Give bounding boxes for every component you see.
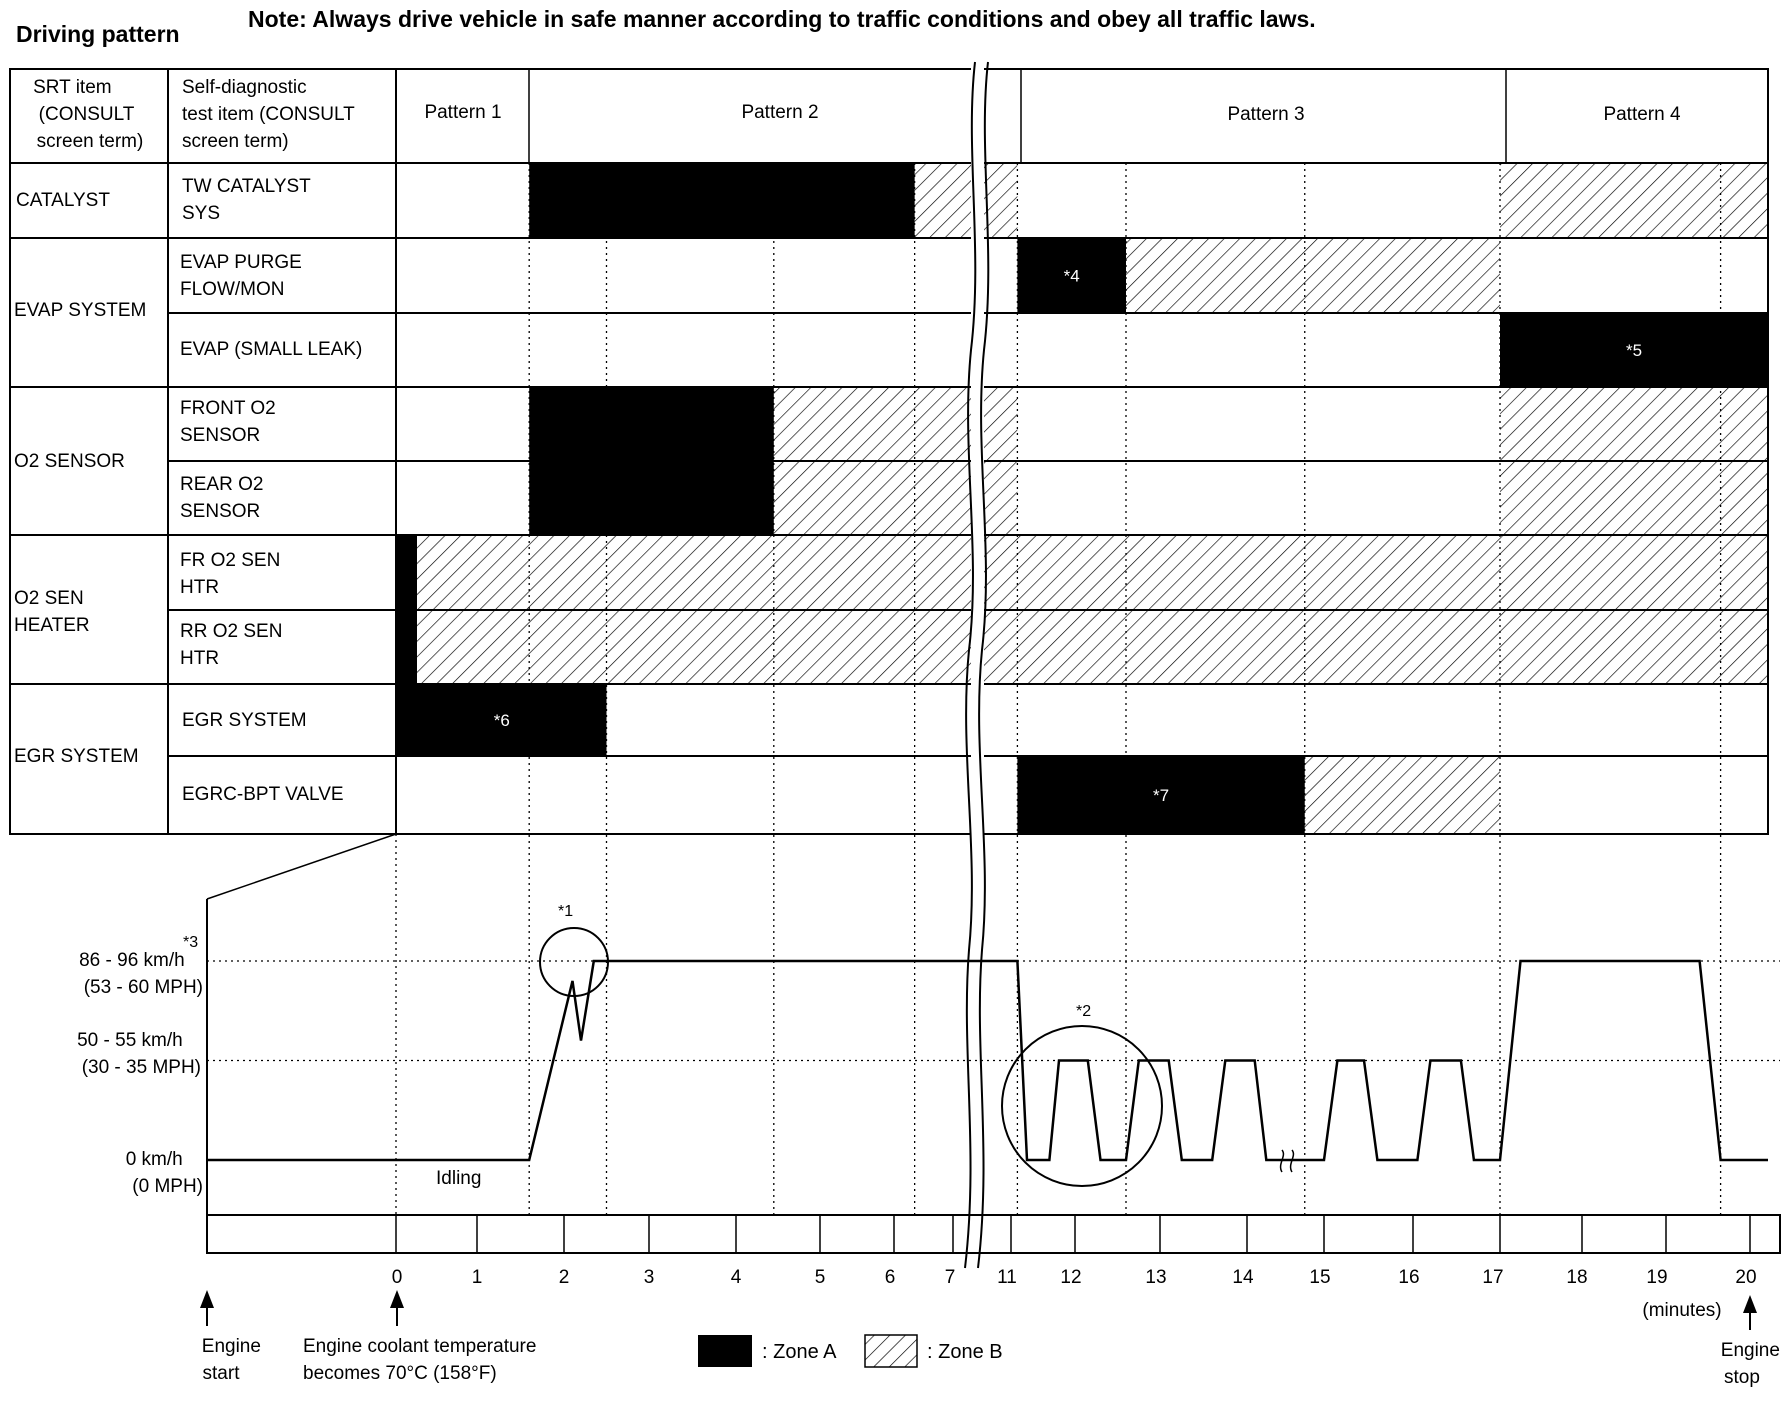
zone-b-block-15 (417, 610, 1768, 684)
zone-b-block-4 (1126, 238, 1500, 313)
engine-start-label: Engine start (202, 1336, 266, 1384)
table-grid (9, 68, 1769, 835)
speed-label-zero: 0 km/h (0 MPH) (126, 1149, 203, 1197)
pattern-3-header: Pattern 3 (1227, 104, 1304, 125)
time-unit-label: (minutes) (1642, 1300, 1721, 1321)
legend-zone-b-swatch (864, 1334, 918, 1368)
time-tick-label: 1 (472, 1267, 483, 1288)
engine-start-marker: Engine start (200, 1290, 266, 1384)
time-tick-label: 14 (1232, 1267, 1254, 1288)
time-tick-label: 15 (1309, 1267, 1330, 1288)
zone-label: *5 (1626, 341, 1642, 360)
time-tick-labels: 0 1 2 3 4 5 6 7 11 12 13 14 15 16 17 18 19 20 (392, 1267, 1757, 1288)
time-tick-label: 6 (885, 1267, 896, 1288)
srt-item-column: CATALYST EVAP SYSTEM O2 SENSOR O2 SEN HE… (14, 190, 146, 767)
zone-a-block-12 (397, 535, 417, 610)
zone-a-block-17 (1017, 756, 1305, 834)
time-tick-label: 4 (731, 1267, 742, 1288)
legend: : Zone A : Zone B (698, 1334, 1003, 1368)
zone-b-block-18 (1304, 756, 1500, 834)
time-bar (206, 1214, 1781, 1254)
engine-stop-label: Engine stop (1721, 1340, 1785, 1388)
zone-label: *6 (494, 711, 510, 730)
speed-label-mid: 50 - 55 km/h (30 - 35 MPH) (77, 1030, 201, 1078)
pattern-1-header: Pattern 1 (424, 102, 501, 123)
time-tick-label: 18 (1566, 1267, 1587, 1288)
speed-axis-labels: 86 - 96 km/h (53 - 60 MPH) 50 - 55 km/h … (77, 950, 203, 1197)
annotation-star-3: *3 (183, 934, 198, 951)
test-fr-o2-sen-htr: FR O2 SEN HTR (180, 550, 286, 598)
test-rear-o2-sensor: REAR O2 SENSOR (180, 474, 269, 522)
pattern-4-header: Pattern 4 (1603, 104, 1681, 125)
coolant-label: Engine coolant temperature becomes 70°C … (303, 1336, 542, 1384)
test-evap-purge-flow-mon: EVAP PURGE FLOW/MON (180, 252, 307, 300)
test-egrc-bpt-valve: EGRC-BPT VALVE (182, 784, 344, 805)
time-tick-label: 16 (1398, 1267, 1419, 1288)
time-tick-label: 2 (559, 1267, 570, 1288)
test-egr-system: EGR SYSTEM (182, 710, 307, 731)
break-line-right (977, 61, 990, 1269)
safety-note: Note: Always drive vehicle in safe manne… (248, 6, 1316, 32)
time-tick-label: 11 (997, 1267, 1017, 1288)
table-header: SRT item (CONSULT screen term) Self-diag… (33, 77, 1681, 152)
annotation-star-1: *1 (558, 903, 573, 920)
diagram-title: Driving pattern (16, 21, 180, 47)
time-tick-label: 20 (1735, 1267, 1756, 1288)
time-tick-label: 17 (1482, 1267, 1503, 1288)
zone-b-block-11 (1500, 461, 1768, 535)
zone-a-block-0 (529, 163, 915, 238)
srt-o2-sensor: O2 SENSOR (14, 451, 125, 472)
zone-b-block-13 (417, 535, 1768, 610)
srt-evap-system: EVAP SYSTEM (14, 300, 146, 321)
zone-b-block-2 (1500, 163, 1768, 238)
time-tick-label: 19 (1646, 1267, 1667, 1288)
zone-label: *4 (1064, 267, 1080, 286)
speed-profile-line (207, 959, 1768, 1162)
break-line-left (964, 61, 977, 1269)
srt-catalyst: CATALYST (16, 190, 110, 211)
srt-egr-system: EGR SYSTEM (14, 746, 139, 767)
zone-a-block-6 (529, 387, 774, 461)
profile-break-mark (1279, 1149, 1295, 1173)
annotation-circle-1 (539, 927, 609, 997)
zone-a-block-5 (1500, 313, 1768, 387)
time-tick-label: 7 (945, 1267, 956, 1288)
test-front-o2-sensor: FRONT O2 SENSOR (180, 398, 281, 446)
time-tick-label: 0 (392, 1267, 403, 1288)
engine-stop-marker: Engine stop (1721, 1295, 1785, 1388)
coolant-marker: Engine coolant temperature becomes 70°C … (303, 1290, 542, 1384)
zone-a-block-3 (1017, 238, 1126, 313)
srt-o2-sen-heater: O2 SEN HEATER (14, 588, 90, 636)
speed-chart (206, 833, 1780, 1215)
zone-a-block-9 (529, 461, 774, 535)
srt-item-header: SRT item (CONSULT screen term) (33, 77, 143, 152)
test-item-header: Self-diagnostic test item (CONSULT scree… (182, 77, 360, 152)
annotation-circle-2 (1001, 1025, 1163, 1187)
test-rr-o2-sen-htr: RR O2 SEN HTR (180, 621, 288, 669)
zone-a-block-14 (397, 610, 417, 684)
test-item-column: TW CATALYST SYS EVAP PURGE FLOW/MON EVAP… (180, 176, 362, 805)
zone-a-block-16 (397, 684, 607, 756)
zone-b-block-8 (1500, 387, 1768, 461)
idling-label: Idling (436, 1168, 481, 1189)
zone-b-block-1 (914, 163, 1018, 238)
time-tick-label: 3 (644, 1267, 655, 1288)
zone-blocks: *4 *5 *6 *7 (397, 163, 1768, 834)
time-tick-label: 12 (1060, 1267, 1081, 1288)
zone-label: *7 (1153, 786, 1169, 805)
detail-connector-line (206, 833, 397, 900)
pattern-2-header: Pattern 2 (741, 102, 818, 123)
legend-zone-b-label: : Zone B (927, 1341, 1003, 1363)
time-tick-label: 13 (1145, 1267, 1166, 1288)
test-tw-catalyst-sys: TW CATALYST SYS (182, 176, 316, 224)
legend-zone-a-label: : Zone A (762, 1341, 837, 1363)
test-evap-small-leak: EVAP (SMALL LEAK) (180, 339, 362, 360)
speed-label-high: 86 - 96 km/h (53 - 60 MPH) (79, 950, 203, 998)
annotation-star-2: *2 (1076, 1003, 1091, 1020)
legend-zone-a-swatch (698, 1335, 752, 1367)
time-tick-label: 5 (815, 1267, 826, 1288)
